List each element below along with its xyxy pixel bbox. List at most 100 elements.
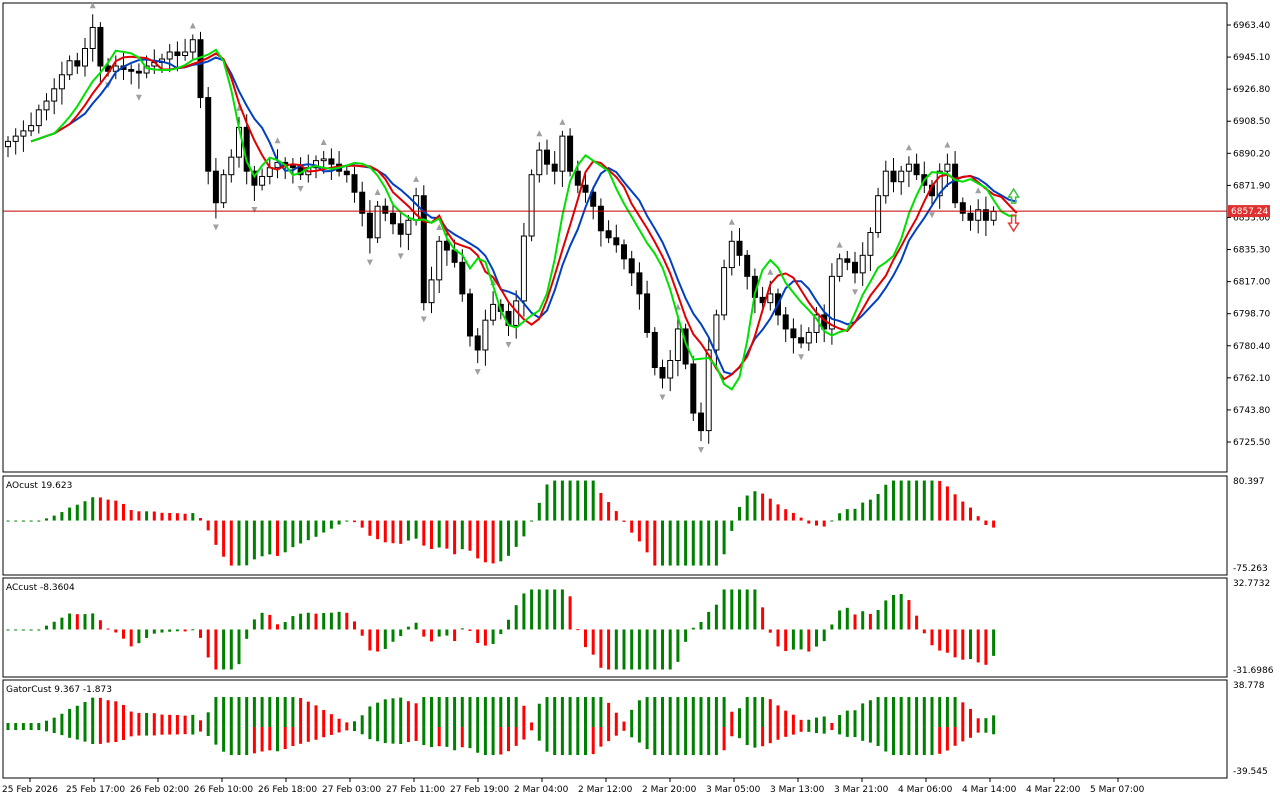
histogram-bar [584, 480, 587, 521]
gator-lower-bar [514, 727, 518, 746]
histogram-bar [383, 629, 387, 649]
fractal-up-icon [436, 224, 443, 231]
gator-lower-bar [599, 727, 603, 747]
gator-upper-bar [730, 711, 734, 728]
histogram-bar [645, 629, 649, 670]
gator-upper-bar [29, 723, 33, 728]
gator-lower-bar [622, 727, 626, 731]
histogram-bar [106, 499, 110, 521]
gator-lower-bar [199, 727, 202, 732]
gator-lower-bar [661, 727, 664, 756]
gator-lower-bar [791, 727, 795, 735]
gator-upper-bar [129, 711, 133, 728]
histogram-bar [522, 593, 526, 630]
histogram-bar [730, 589, 734, 630]
histogram-bar [114, 629, 118, 633]
histogram-bar [607, 629, 611, 670]
gator-lower-bar [68, 727, 72, 738]
histogram-bar [637, 520, 641, 542]
histogram-bar [861, 502, 865, 521]
histogram-bar [137, 511, 141, 521]
candle-bull [905, 163, 912, 172]
candle-bear [97, 26, 104, 67]
gator-upper-bar [360, 715, 364, 728]
gator-upper-bar [106, 700, 110, 728]
candle-bear [351, 174, 358, 193]
time-tick-label: 27 Feb 03:00 [322, 785, 381, 795]
gator-lower-bar [776, 727, 780, 740]
histogram-bar [668, 629, 672, 670]
gator-lower-bar [83, 727, 87, 742]
gator-lower-bar [75, 727, 79, 740]
histogram-bar [468, 629, 472, 631]
histogram-bar [815, 520, 818, 526]
histogram-bar [969, 507, 972, 521]
histogram-bar [353, 520, 356, 523]
histogram-bar [160, 512, 164, 521]
gator-indicator-label: GatorCust 9.367 -1.873 [6, 685, 112, 695]
histogram-bar [861, 611, 865, 630]
candle-bull [975, 209, 982, 221]
histogram-bar [314, 520, 318, 537]
gator-lower-bar [114, 727, 118, 743]
candle-bull [667, 359, 674, 379]
candle-bull [5, 140, 11, 148]
histogram-bar [738, 506, 741, 521]
candle-bull [58, 74, 65, 90]
gator-upper-bar [52, 717, 56, 728]
histogram-bar [430, 520, 433, 549]
gator-lower-bar [345, 727, 349, 731]
histogram-bar [614, 629, 618, 670]
gator-lower-bar [383, 727, 387, 744]
candle-bull [28, 125, 35, 132]
histogram-bar [45, 518, 48, 521]
gator-upper-bar [399, 697, 403, 728]
gator-upper-bar [976, 718, 980, 728]
gator-upper-bar [784, 710, 788, 728]
candle-bull [936, 170, 943, 197]
gator-upper-bar [984, 718, 988, 728]
gator-upper-bar [168, 714, 172, 728]
gator-lower-bar [499, 727, 503, 755]
fractal-up-icon [728, 218, 735, 225]
time-tick-label: 26 Feb 18:00 [258, 785, 317, 795]
histogram-bar [422, 520, 426, 546]
candle-bear [474, 335, 481, 351]
histogram-bar [907, 480, 911, 521]
histogram-bar [337, 520, 341, 525]
candle-bear [798, 337, 805, 344]
candle-bear [844, 258, 851, 263]
histogram-bar [661, 629, 664, 670]
gator-upper-bar [637, 700, 641, 728]
gator-lower-bar [915, 727, 919, 756]
gator-lower-bar [360, 727, 364, 735]
gator-lower-bar [460, 727, 464, 748]
price-tick-label: 6908.50 [1233, 117, 1270, 127]
gator-upper-bar [922, 697, 926, 728]
histogram-bar [576, 629, 580, 631]
histogram-bar [830, 520, 834, 522]
histogram-bar [499, 629, 503, 635]
histogram-bar [245, 629, 249, 639]
histogram-bar [168, 629, 172, 632]
histogram-bar [614, 511, 618, 521]
histogram-bar [491, 629, 495, 644]
gator-upper-bar [845, 710, 849, 728]
histogram-bar [229, 629, 233, 670]
histogram-bar [722, 520, 726, 555]
gator-lower-bar [845, 727, 849, 737]
histogram-bar [206, 629, 210, 658]
gator-lower-bar [707, 727, 711, 756]
gator-upper-bar [915, 697, 919, 728]
candle-bear [597, 205, 604, 232]
candle-bear [343, 170, 350, 176]
histogram-bar [992, 520, 996, 528]
gator-upper-bar [499, 697, 503, 728]
histogram-bar [876, 493, 880, 521]
current-price-tag-label: 6857.24 [1231, 207, 1268, 217]
histogram-bar [684, 629, 688, 642]
histogram-bar [168, 513, 172, 521]
price-tick-label: 6926.80 [1233, 85, 1270, 95]
